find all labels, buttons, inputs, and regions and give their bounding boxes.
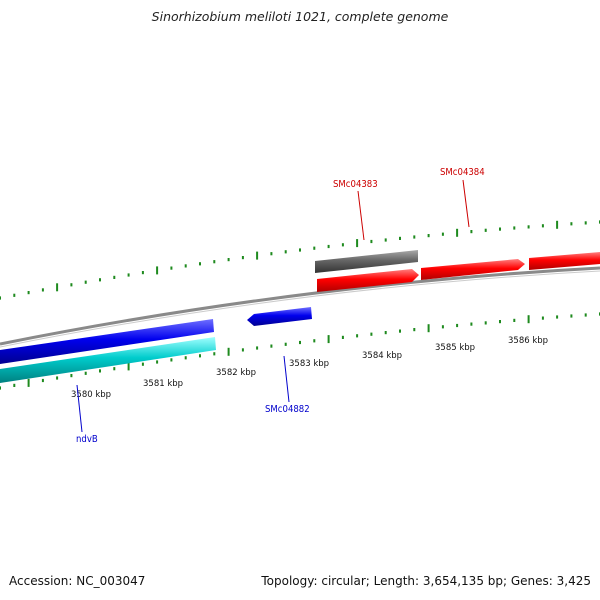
tick-label-3585: 3585 kbp [435, 343, 475, 353]
gene-feature-smc04383[interactable] [317, 269, 419, 292]
label-line-smc04384 [462, 179, 470, 228]
pseudo-gene-feature[interactable] [315, 250, 418, 273]
tick-label-3582: 3582 kbp [216, 368, 256, 378]
cds-feature-cyan[interactable] [0, 337, 216, 383]
accession-text: Accession: NC_003047 [9, 574, 146, 588]
genome-title: Sinorhizobium meliloti 1021, complete ge… [151, 9, 449, 24]
label-line-ndvb [76, 384, 83, 433]
backbone-line-inner [0, 270, 600, 348]
gene-label-smc04384[interactable]: SMc04384 [440, 167, 485, 178]
gene-feature-next-forward[interactable] [529, 252, 600, 270]
gene-feature-smc04384[interactable] [421, 259, 525, 280]
gene-feature-smc04882[interactable] [247, 307, 312, 326]
gene-label-ndvb[interactable]: ndvB [76, 434, 98, 445]
tick-label-3586: 3586 kbp [508, 336, 548, 346]
tick-row-inner [0, 312, 600, 390]
tick-label-3583: 3583 kbp [289, 359, 329, 369]
tick-label-3584: 3584 kbp [362, 351, 402, 361]
gene-feature-blue-left[interactable] [0, 319, 214, 364]
label-line-smc04882 [283, 355, 290, 403]
tick-label-3581: 3581 kbp [143, 379, 183, 389]
gene-label-smc04383[interactable]: SMc04383 [333, 179, 378, 190]
label-line-smc04383 [357, 190, 365, 241]
backbone-line-outer [0, 266, 600, 346]
tick-label-3580: 3580 kbp [71, 390, 111, 400]
tick-row-outer [0, 220, 600, 300]
gene-label-smc04882[interactable]: SMc04882 [265, 404, 310, 415]
genome-summary-text: Topology: circular; Length: 3,654,135 bp… [261, 574, 591, 588]
